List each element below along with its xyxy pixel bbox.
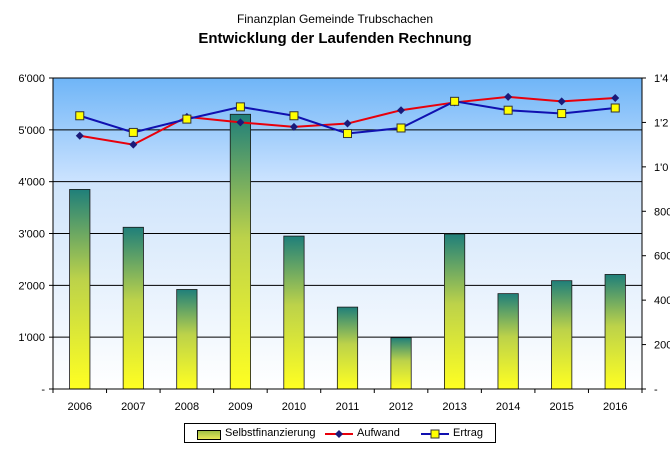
chart-title: Finanzplan Gemeinde Trubschachen	[236, 12, 434, 26]
point-ertrag-2013	[450, 96, 460, 106]
right-tick-label: 200	[654, 340, 670, 352]
bar-selbstfinanzierung-2009	[229, 113, 251, 390]
point-ertrag-2007	[128, 127, 138, 137]
bar-selbstfinanzierung-2007	[122, 226, 144, 390]
x-tick-label: 2009	[228, 401, 252, 413]
point-ertrag-2016	[610, 103, 620, 113]
bar-selbstfinanzierung-2014	[497, 293, 519, 390]
point-ertrag-2008	[182, 114, 192, 124]
legend-swatch-selbstfinanzierung	[197, 430, 221, 440]
right-tick-label: 400	[654, 295, 670, 307]
bar-selbstfinanzierung-2006	[69, 189, 91, 390]
left-tick-label: 1'000	[18, 332, 45, 344]
x-tick-label: 2014	[496, 401, 520, 413]
left-tick-label: 5'000	[18, 125, 45, 137]
point-ertrag-2015	[557, 109, 567, 119]
right-tick-label: 1'0	[654, 162, 668, 174]
x-tick-label: 2007	[121, 401, 145, 413]
x-tick-label: 2013	[442, 401, 466, 413]
point-aufwand-2006	[75, 131, 84, 140]
bar-selbstfinanzierung-2016	[604, 274, 626, 390]
point-ertrag-2009	[235, 102, 245, 112]
point-aufwand-2009	[236, 118, 245, 127]
legend-swatch-ertrag	[421, 429, 449, 439]
point-ertrag-2006	[75, 111, 85, 121]
point-aufwand-2012	[397, 106, 406, 115]
x-tick-label: 2016	[603, 401, 627, 413]
point-ertrag-2011	[343, 129, 352, 139]
right-tick-label: 1'2	[654, 117, 668, 129]
legend: Selbstfinanzierung Aufwand Ertrag	[184, 423, 496, 443]
point-ertrag-2012	[396, 123, 406, 133]
right-tick-label: 800	[654, 206, 670, 218]
x-tick-label: 2011	[336, 401, 360, 413]
point-aufwand-2015	[557, 97, 566, 106]
bar-selbstfinanzierung-2011	[336, 306, 359, 390]
left-tick-label: 3'000	[18, 229, 45, 241]
point-aufwand-2014	[504, 92, 513, 101]
x-tick-label: 2010	[282, 401, 306, 413]
x-tick-label: 2008	[175, 401, 199, 413]
bar-selbstfinanzierung-2015	[551, 280, 573, 390]
left-tick-label: 6'000	[18, 73, 45, 85]
left-tick-label: 4'000	[18, 177, 45, 189]
bar-selbstfinanzierung-2008	[176, 289, 198, 390]
point-aufwand-2010	[289, 122, 298, 131]
legend-label-selbstfinanzierung: Selbstfinanzierung	[225, 427, 316, 439]
legend-label-ertrag: Ertrag	[453, 427, 483, 439]
bar-selbstfinanzierung-2013	[444, 233, 466, 390]
point-ertrag-2014	[503, 105, 513, 115]
point-ertrag-2010	[289, 111, 299, 121]
legend-swatch-aufwand	[325, 430, 353, 438]
x-tick-label: 2006	[68, 401, 92, 413]
legend-label-aufwand: Aufwand	[357, 427, 400, 439]
right-tick-label: 600	[654, 251, 670, 263]
right-tick-label: -	[654, 384, 658, 396]
right-tick-label: 1'4	[654, 73, 668, 85]
left-tick-label: -	[41, 384, 45, 396]
bar-selbstfinanzierung-2010	[283, 235, 305, 390]
left-tick-label: 2'000	[18, 280, 45, 292]
point-aufwand-2011	[343, 119, 352, 128]
bar-selbstfinanzierung-2012	[390, 337, 412, 390]
x-tick-label: 2012	[389, 401, 413, 413]
point-aufwand-2007	[129, 140, 138, 149]
point-aufwand-2016	[611, 93, 620, 102]
x-tick-label: 2015	[549, 401, 573, 413]
chart-subtitle: Entwicklung der Laufenden Rechnung	[198, 30, 472, 47]
